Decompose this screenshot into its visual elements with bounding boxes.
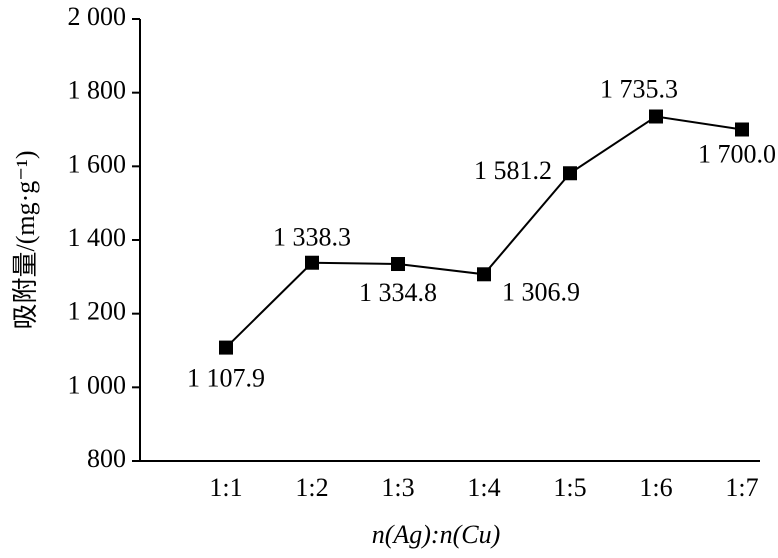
data-label: 1 107.9 — [187, 364, 265, 393]
marker — [391, 257, 405, 272]
y-tick-label: 2 000 — [68, 2, 127, 31]
marker — [735, 122, 749, 137]
x-tick-label: 1:4 — [467, 473, 500, 502]
data-label: 1 581.2 — [474, 156, 552, 185]
x-tick-label: 1:3 — [381, 473, 414, 502]
x-tick-label: 1:5 — [553, 473, 586, 502]
y-tick-label: 1 200 — [68, 297, 127, 326]
marker — [219, 340, 233, 355]
y-tick-label: 1 000 — [68, 370, 127, 399]
y-tick-label: 800 — [87, 444, 126, 473]
data-label: 1 334.8 — [359, 278, 437, 307]
x-tick-label: 1:1 — [209, 473, 242, 502]
data-label: 1 306.9 — [502, 277, 580, 306]
y-tick-label: 1 400 — [68, 223, 127, 252]
x-tick-label: 1:6 — [639, 473, 672, 502]
y-tick-label: 1 800 — [68, 76, 127, 105]
y-tick-label: 1 600 — [68, 149, 127, 178]
data-label: 1 700.0 — [698, 139, 776, 168]
data-label: 1 338.3 — [273, 223, 351, 252]
marker — [649, 109, 663, 124]
x-tick-label: 1:2 — [295, 473, 328, 502]
y-axis-label: 吸附量/(mg·g⁻¹) — [11, 151, 40, 330]
data-label: 1 735.3 — [600, 74, 678, 103]
marker — [305, 255, 319, 270]
marker — [477, 267, 491, 282]
x-axis-label: n(Ag):n(Cu) — [372, 520, 501, 549]
marker — [563, 166, 577, 181]
x-tick-label: 1:7 — [725, 473, 758, 502]
